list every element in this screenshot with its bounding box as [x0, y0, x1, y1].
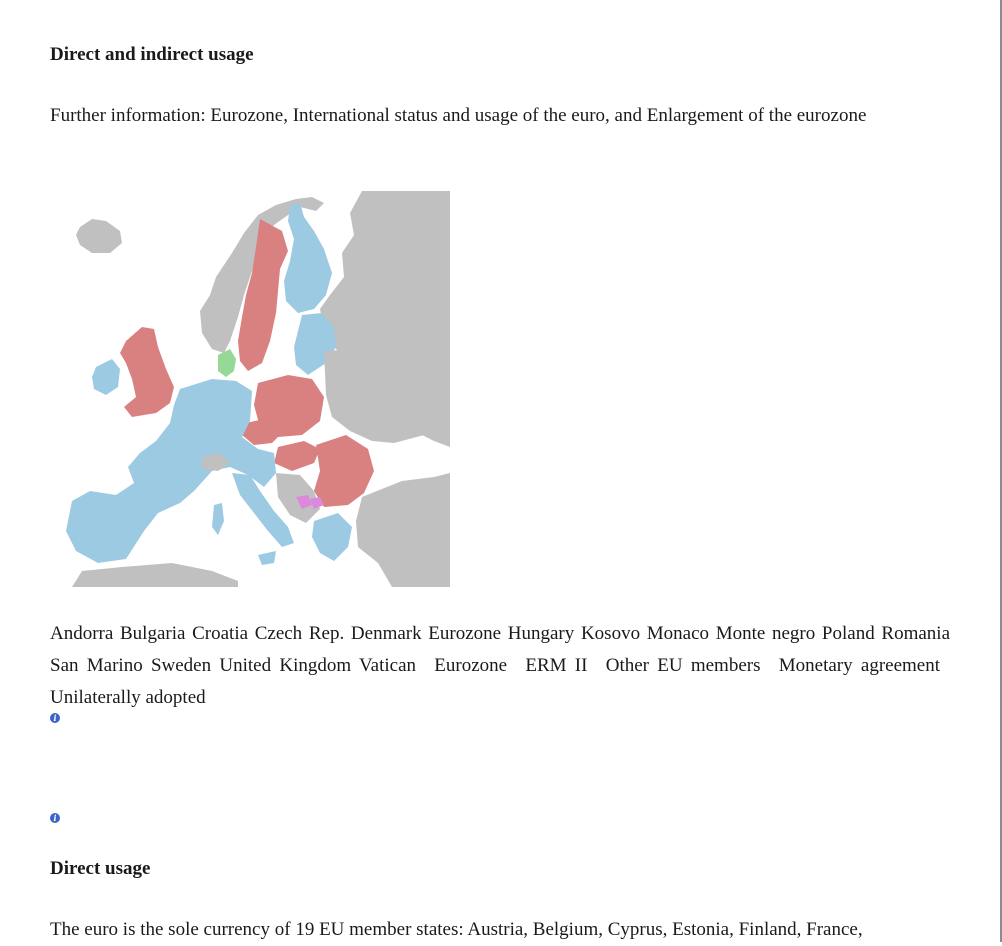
map-romania — [314, 435, 374, 507]
legend-erm-ii: ERM II — [525, 655, 588, 676]
legend-other-eu: Other EU members — [605, 655, 761, 676]
map-uk — [120, 327, 174, 417]
map-czech — [242, 419, 282, 445]
info-icon[interactable]: i — [50, 713, 60, 723]
map-montenegro — [310, 497, 324, 509]
legend-unilaterally-adopted: Unilaterally adopted — [50, 687, 206, 708]
map-labels: Andorra Bulgaria Croatia Czech Rep. Denm… — [50, 623, 950, 676]
map-sardinia — [212, 503, 224, 535]
map-hungary — [274, 441, 320, 471]
map-finland — [284, 203, 332, 313]
map-africa — [72, 563, 238, 587]
map-eurozone-west — [66, 379, 276, 563]
map-russia — [320, 191, 450, 447]
map-denmark — [218, 349, 236, 377]
map-legend: Andorra Bulgaria Croatia Czech Rep. Denm… — [50, 618, 950, 714]
direct-usage-paragraph: The euro is the sole currency of 19 EU m… — [50, 919, 863, 940]
map-sicily — [258, 551, 276, 565]
section-heading: Direct and indirect usage — [50, 44, 254, 65]
map-switzerland — [202, 453, 230, 471]
map-ukraine — [324, 349, 438, 443]
scrollbar[interactable] — [1000, 0, 1002, 942]
map-turkey — [356, 473, 450, 587]
map-ireland — [92, 359, 120, 395]
legend-monetary-agreement: Monetary agreement — [778, 655, 941, 676]
info-icon[interactable]: i — [50, 813, 60, 823]
further-information: Further information: Eurozone, Internati… — [50, 105, 867, 126]
map-poland — [254, 375, 324, 437]
map-iceland — [76, 219, 122, 253]
map-sweden — [238, 219, 288, 371]
legend-eurozone: Eurozone — [434, 655, 508, 676]
map-greece — [312, 513, 352, 561]
map-italy — [232, 473, 294, 547]
map-kosovo — [296, 495, 312, 509]
subsection-heading: Direct usage — [50, 858, 151, 879]
eurozone-map — [62, 191, 450, 587]
map-norway — [200, 197, 324, 353]
